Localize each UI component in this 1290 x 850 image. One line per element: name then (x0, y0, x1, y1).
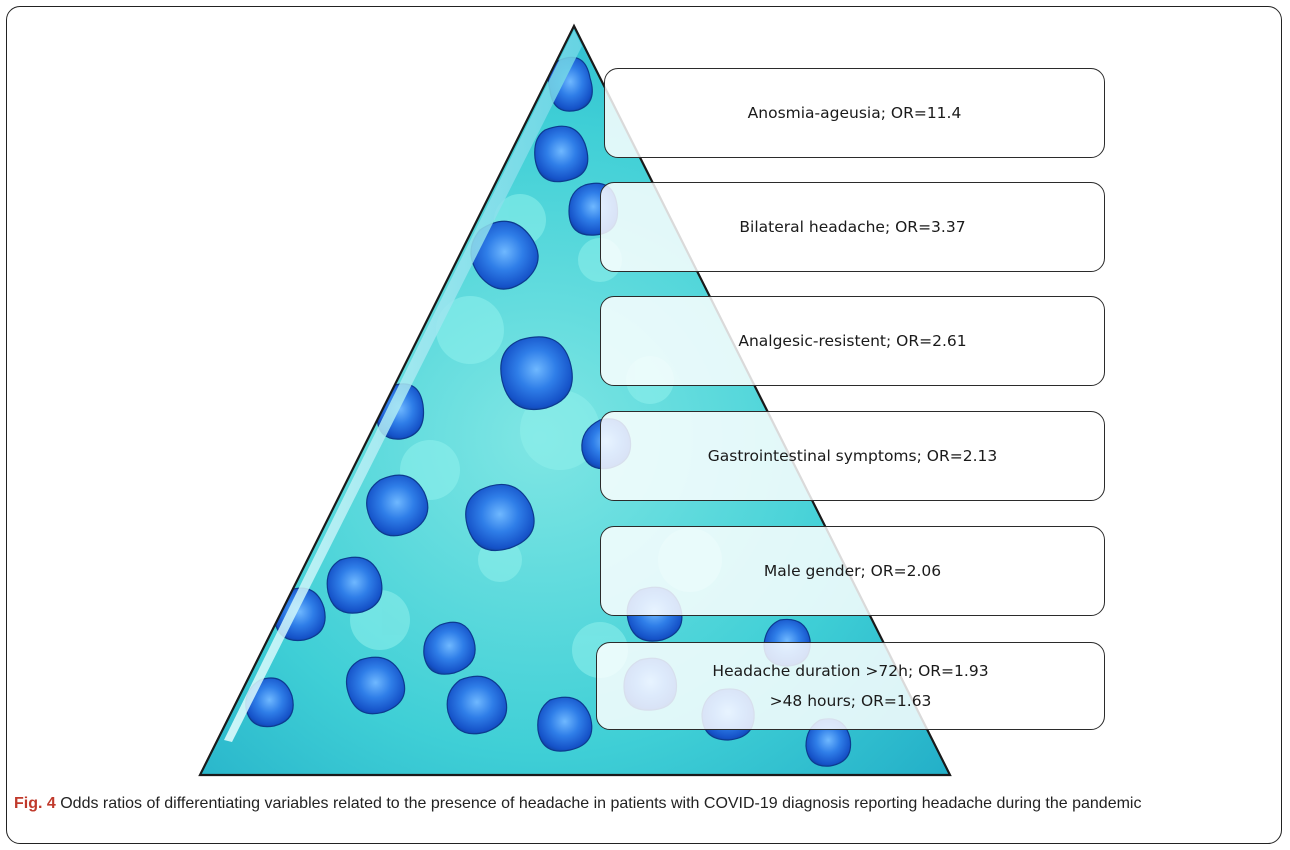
layer-label: Gastrointestinal symptoms; OR=2.13 (707, 447, 998, 465)
layer-label: Male gender; OR=2.06 (763, 562, 942, 580)
layer-box-headache-duration: Headache duration >72h; OR=1.93 >48 hour… (596, 642, 1105, 730)
layer-box-gastrointestinal: Gastrointestinal symptoms; OR=2.13 (600, 411, 1105, 501)
layer-label: Headache duration >72h; OR=1.93 (712, 662, 989, 680)
figure-caption: Fig. 4 Odds ratios of differentiating va… (14, 793, 1274, 815)
layer-label: Bilateral headache; OR=3.37 (739, 218, 966, 236)
caption-label: Fig. 4 (14, 795, 56, 812)
layer-label: Anosmia-ageusia; OR=11.4 (747, 104, 962, 122)
layer-box-anosmia: Anosmia-ageusia; OR=11.4 (604, 68, 1105, 158)
layer-box-male-gender: Male gender; OR=2.06 (600, 526, 1105, 616)
layer-box-bilateral-headache: Bilateral headache; OR=3.37 (600, 182, 1105, 272)
layer-box-analgesic-resistent: Analgesic-resistent; OR=2.61 (600, 296, 1105, 386)
layer-label: Analgesic-resistent; OR=2.61 (738, 332, 967, 350)
caption-text: Odds ratios of differentiating variables… (55, 795, 1142, 812)
layer-sublabel: >48 hours; OR=1.63 (769, 692, 932, 710)
